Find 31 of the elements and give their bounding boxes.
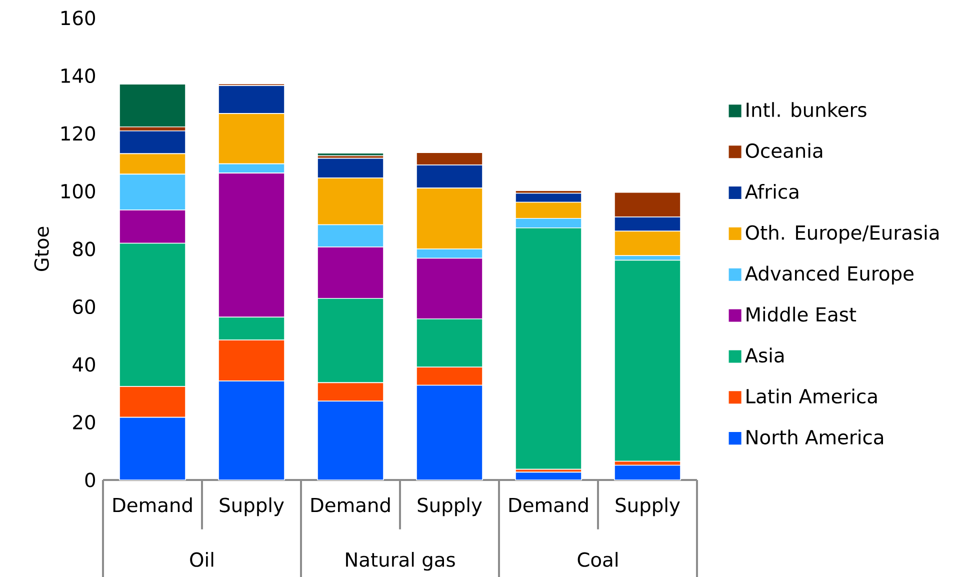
legend-label: Oceania: [746, 143, 822, 158]
x-tick-label: Demand: [311, 497, 390, 512]
legend-label: North America: [746, 429, 883, 444]
legend-label: Intl. bunkers: [746, 102, 866, 118]
legend-label: Advanced Europe: [744, 266, 914, 285]
y-tick-label: 40: [72, 357, 96, 372]
y-tick-label: 0: [85, 472, 96, 488]
y-tick-label: 100: [62, 184, 96, 199]
bar: [515, 472, 582, 480]
y-tick-label: 140: [62, 68, 96, 84]
y-tick-label: 80: [73, 242, 96, 256]
legend-label: Oth. Europe/Eurasia: [746, 224, 939, 244]
legend-label: Latin America: [746, 388, 877, 404]
x-tick-label: Supply: [616, 497, 680, 516]
legend-label: Middle East: [746, 306, 856, 322]
legend-label: Asia: [744, 348, 784, 363]
y-tick-label: 20: [73, 414, 96, 430]
text: Coal: [578, 552, 618, 567]
x-tick-label: Demand: [113, 497, 192, 512]
y-tick-label: 60: [73, 299, 96, 314]
x-tick-label: Supply: [418, 497, 482, 516]
x-tick-label: Supply: [220, 497, 284, 516]
text: Oil: [190, 552, 214, 567]
y-axis-title: Gtoe: [34, 226, 49, 272]
x-tick-label: Demand: [509, 497, 588, 512]
bar: [119, 84, 186, 128]
y-tick-label: 160: [62, 10, 96, 26]
legend-label: Africa: [744, 184, 798, 199]
bar: [614, 464, 681, 480]
y-tick-label: 120: [62, 126, 96, 141]
text: Natural gas: [346, 552, 455, 571]
